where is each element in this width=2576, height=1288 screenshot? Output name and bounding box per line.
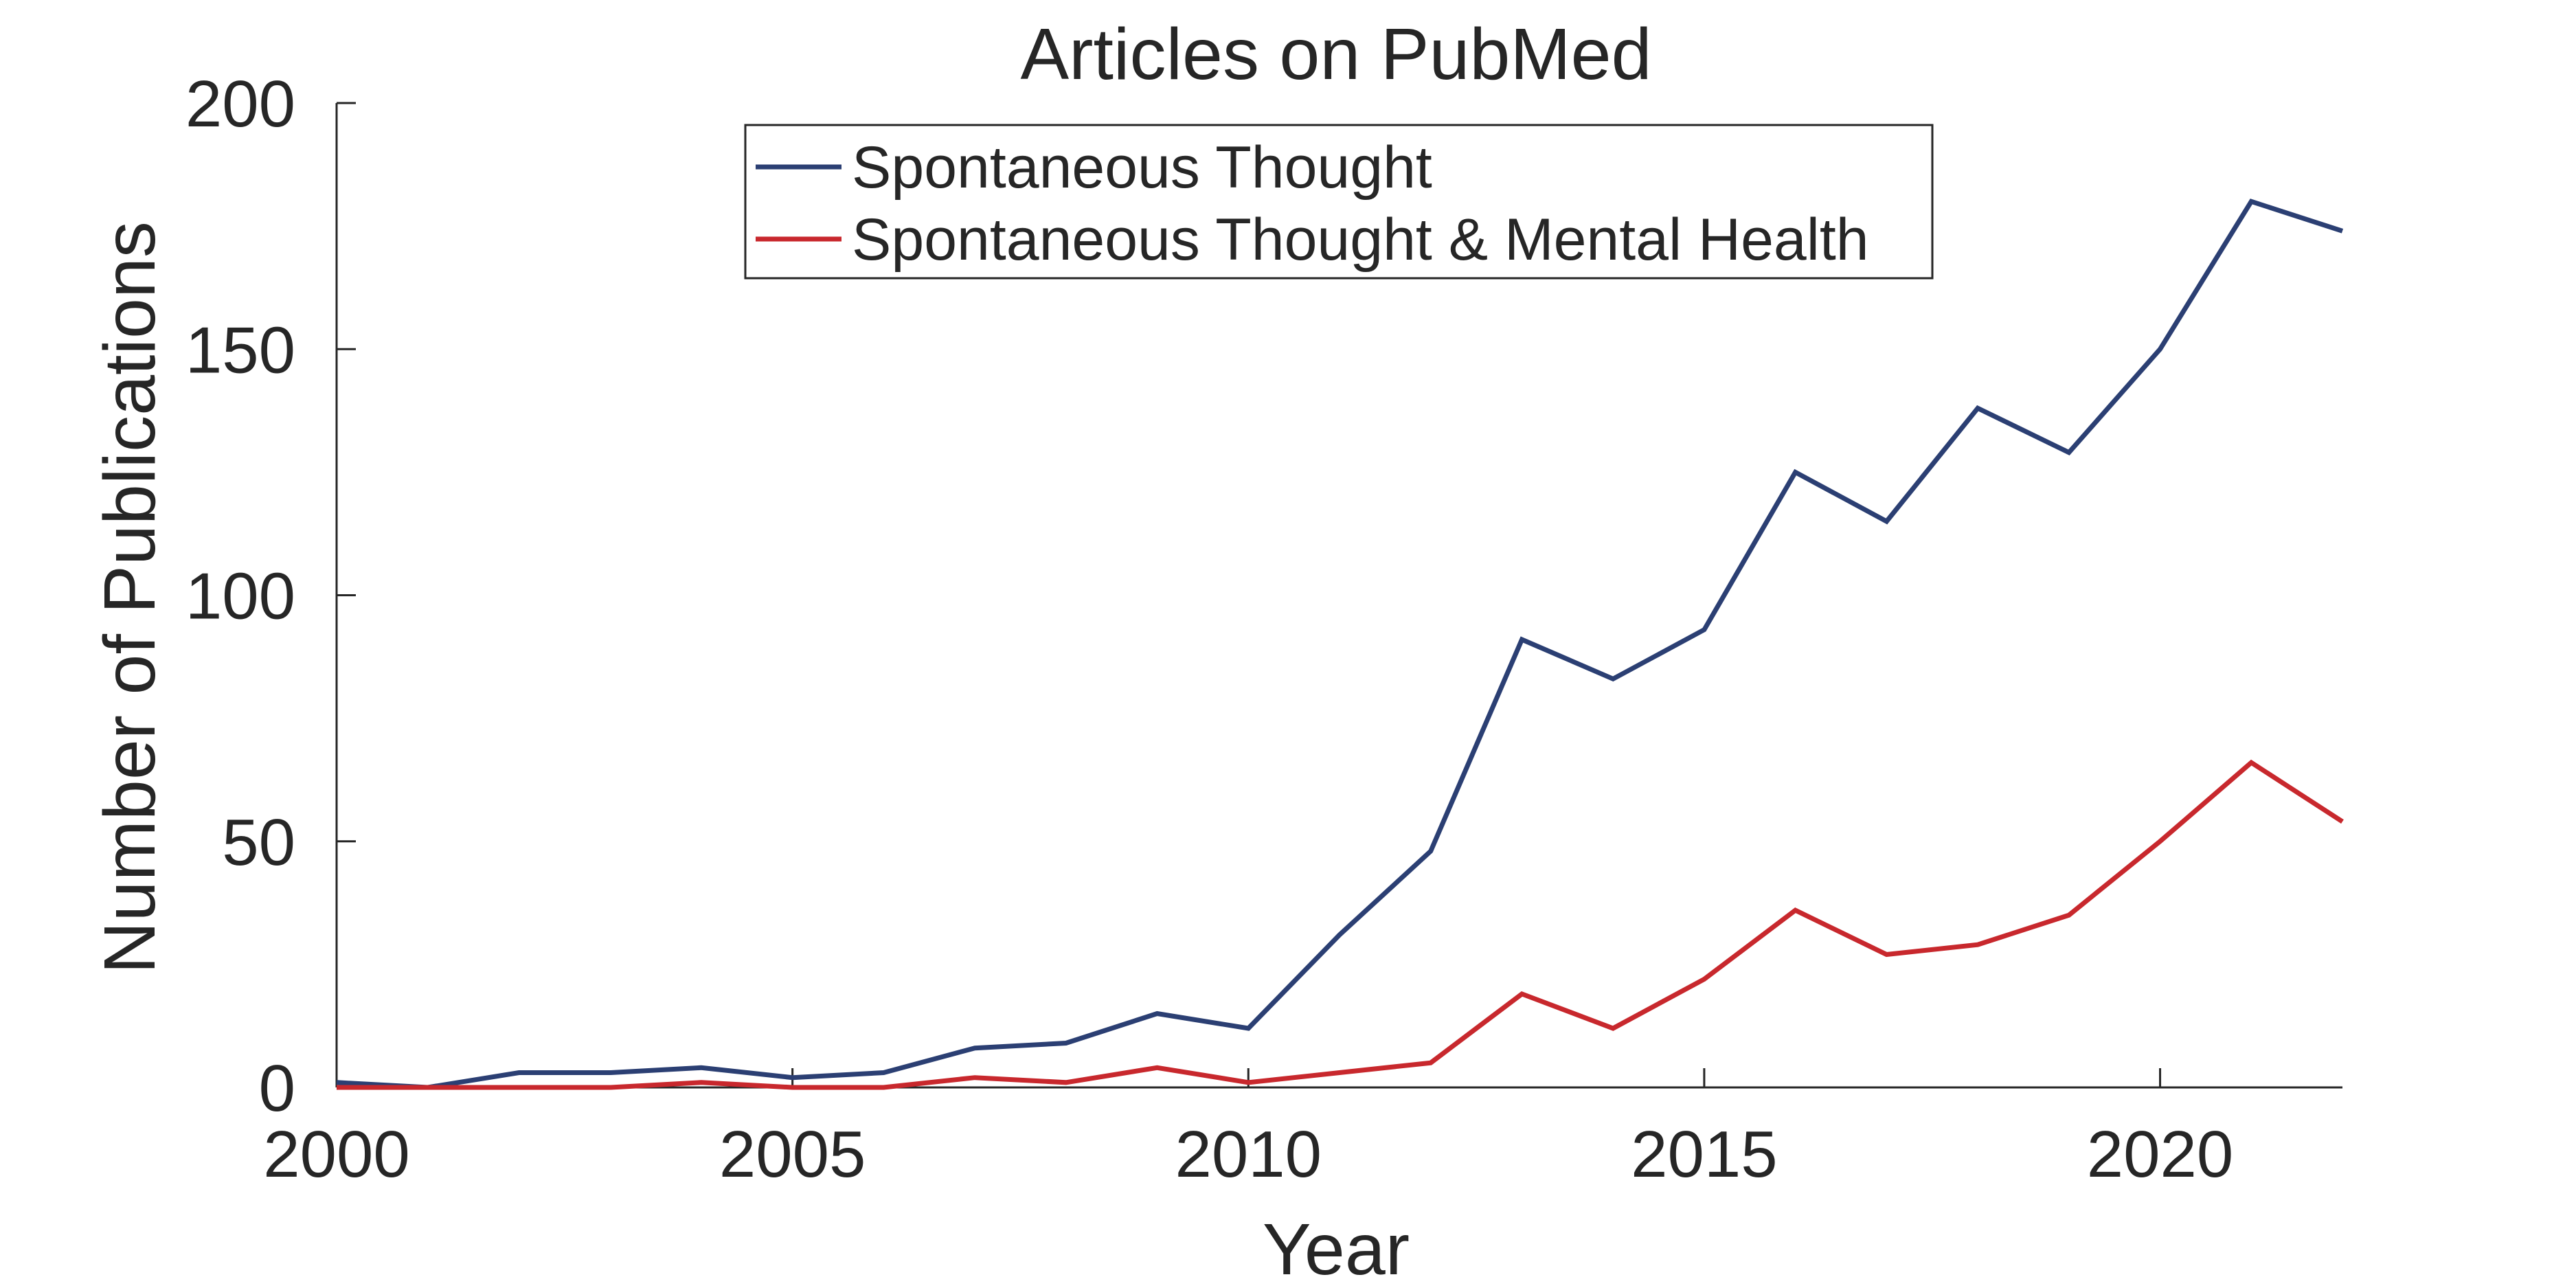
y-tick-label: 0: [259, 1052, 295, 1125]
x-axis-ticks: 2000 2005 2010 2015 2020: [263, 1068, 2233, 1191]
y-axis-ticks: 0 50 100 150 200: [185, 67, 356, 1125]
y-tick-label: 100: [185, 560, 295, 633]
y-tick-label: 50: [222, 806, 295, 879]
x-axis-label: Year: [1263, 1209, 1410, 1288]
series-line-2: [337, 759, 2344, 1090]
y-tick-label: 200: [185, 67, 295, 141]
x-tick-label: 2000: [263, 1118, 410, 1191]
legend-label-1: Spontaneous Thought: [852, 135, 1432, 201]
y-tick-label: 150: [185, 313, 295, 387]
series-layer: [336, 199, 2344, 1090]
x-tick-label: 2005: [719, 1118, 866, 1191]
y-axis-label: Number of Publications: [89, 221, 170, 974]
series-line-1: [336, 199, 2344, 1090]
x-tick-label: 2020: [2087, 1118, 2234, 1191]
legend-box: [744, 124, 1934, 280]
chart-title: Articles on PubMed: [1020, 14, 1651, 95]
x-tick-label: 2010: [1175, 1118, 1322, 1191]
x-tick-label: 2015: [1631, 1118, 1778, 1191]
legend-label-2: Spontaneous Thought & Mental Health: [852, 207, 1869, 273]
